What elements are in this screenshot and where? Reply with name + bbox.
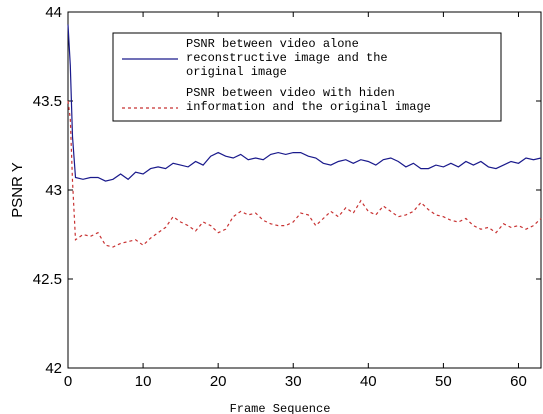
legend-box <box>112 32 502 122</box>
x-tick-label: 0 <box>64 373 72 390</box>
legend-label-1: original image <box>186 65 287 79</box>
y-tick-label: 42.5 <box>33 271 62 288</box>
x-tick-label: 10 <box>135 373 152 390</box>
x-axis-label: Frame Sequence <box>230 402 331 414</box>
x-tick-label: 30 <box>285 373 302 390</box>
x-tick-label: 20 <box>210 373 227 390</box>
series-line-1 <box>67 24 542 182</box>
series-layer <box>67 24 542 248</box>
x-axis-ticks: 0 10 20 30 40 50 60 <box>64 12 527 390</box>
legend-label-1: PSNR between video alone <box>186 37 359 51</box>
y-tick-label: 44 <box>45 4 62 21</box>
legend-label-1: reconstructive image and the <box>186 51 388 65</box>
legend-label-2: PSNR between video with hiden <box>186 86 395 100</box>
x-tick-label: 60 <box>510 373 527 390</box>
y-axis-ticks: 42 42.5 43 43.5 44 <box>33 4 541 377</box>
series-line-2 <box>67 100 542 248</box>
x-tick-label: 40 <box>360 373 377 390</box>
y-axis-label: PSNR Y <box>9 162 26 218</box>
y-tick-label: 42 <box>45 360 62 377</box>
y-tick-label: 43.5 <box>33 93 62 110</box>
y-tick-label: 43 <box>45 182 62 199</box>
x-tick-label: 50 <box>435 373 452 390</box>
legend-label-2: information and the original image <box>186 100 431 114</box>
